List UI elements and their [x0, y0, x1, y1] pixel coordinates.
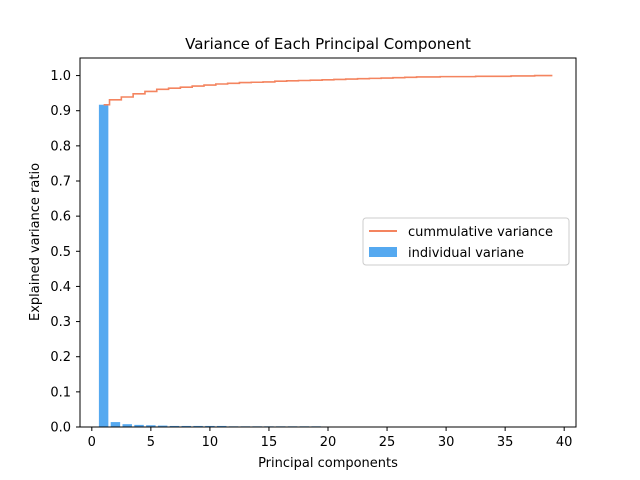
bar — [205, 425, 215, 427]
y-tick-label: 0.2 — [50, 350, 71, 365]
y-tick-label: 0.4 — [50, 280, 71, 295]
y-tick-label: 0.7 — [50, 175, 71, 190]
x-tick-label: 25 — [379, 435, 396, 450]
y-tick-label: 0.0 — [50, 421, 71, 436]
legend-label-individual: individual variane — [408, 246, 524, 261]
bar — [193, 425, 203, 427]
bar — [98, 104, 109, 428]
x-tick-label: 15 — [261, 435, 278, 450]
y-tick-label: 0.6 — [50, 210, 71, 225]
y-axis-label: Explained variance ratio — [28, 163, 43, 321]
legend-label-cumulative: cummulative variance — [408, 225, 553, 240]
bar — [110, 422, 121, 427]
legend-frame — [362, 217, 570, 266]
x-tick-label: 35 — [497, 435, 514, 450]
line-layer — [103, 74, 553, 106]
y-tick-label: 0.9 — [50, 104, 71, 119]
y-tick-label: 0.8 — [50, 139, 71, 154]
bar — [216, 425, 227, 427]
bars-layer — [98, 104, 558, 428]
bar — [157, 425, 168, 427]
bar — [122, 424, 132, 427]
y-tick-label: 1.0 — [50, 69, 71, 84]
x-tick-label: 30 — [438, 435, 455, 450]
cumulative-variance-line — [103, 74, 553, 106]
x-tick-label: 40 — [556, 435, 573, 450]
x-tick-label: 0 — [88, 435, 96, 450]
y-tick-label: 0.5 — [50, 245, 71, 260]
legend-swatch-individual — [369, 247, 397, 257]
y-tick-label: 0.1 — [50, 385, 71, 400]
x-axis-label: Principal components — [258, 456, 398, 471]
bar — [169, 425, 180, 427]
axes-layer: 0 5 10 15 20 25 30 35 40 0.0 0.1 0.2 0.3 0.4 0.5 0.6 0.7… — [50, 57, 577, 450]
x-tick-label: 5 — [147, 435, 155, 450]
y-tick-label: 0.3 — [50, 315, 71, 330]
bar — [146, 425, 156, 427]
legend: cummulative variance individual variane — [362, 217, 570, 266]
x-tick-label: 20 — [320, 435, 337, 450]
bar — [134, 424, 144, 427]
x-tick-label: 10 — [202, 435, 219, 450]
bar — [181, 425, 192, 427]
chart-title: Variance of Each Principal Component — [185, 35, 471, 53]
